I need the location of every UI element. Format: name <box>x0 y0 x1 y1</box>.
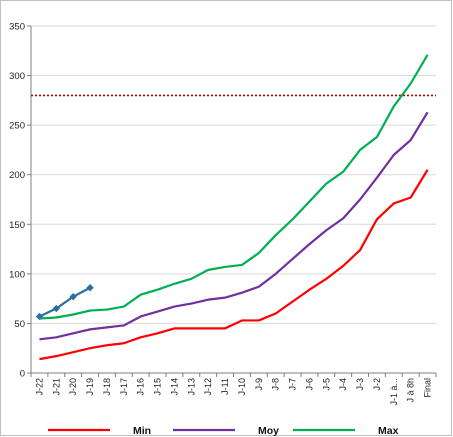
x-tick-label: J-20 <box>68 378 78 396</box>
legend-label-min: Min <box>133 425 151 437</box>
series-lines <box>35 54 429 361</box>
x-tick-label: J-22 <box>34 378 44 396</box>
x-tick-label: J à 8h <box>406 378 416 403</box>
partial-series-line <box>38 286 91 318</box>
x-tick-label: J-18 <box>102 378 112 396</box>
x-tick-label: J-15 <box>153 378 163 396</box>
x-tick-label: J-13 <box>186 378 196 396</box>
x-tick-label: J-21 <box>51 378 61 396</box>
x-tick-label: J-12 <box>203 378 213 396</box>
x-tick-label: Final <box>423 378 433 398</box>
x-tick-label: J-8 <box>271 378 281 391</box>
data-point-marker <box>35 312 44 321</box>
y-tick-label: 150 <box>9 220 25 231</box>
legend-label-moy: Moy <box>258 425 279 437</box>
y-tick-label: 50 <box>14 319 25 330</box>
data-point-marker <box>69 292 77 301</box>
legend: Min Moy Max <box>48 425 399 437</box>
moy-series-line <box>39 111 429 341</box>
y-axis: 0 50 100 150 200 250 300 350 <box>9 22 32 380</box>
x-tick-label: J-6 <box>304 378 314 391</box>
x-tick-label: J-1 à... <box>389 378 399 406</box>
y-tick-label: 250 <box>9 121 25 132</box>
y-tick-label: 100 <box>9 269 25 280</box>
x-tick-label: J-2 <box>372 378 382 391</box>
x-tick-label: J-4 <box>338 378 348 391</box>
y-tick-label: 300 <box>9 71 25 82</box>
x-tick-label: J-3 <box>355 378 365 391</box>
x-tick-label: J-19 <box>85 378 95 396</box>
y-tick-label: 350 <box>9 22 25 33</box>
x-tick-label: J-7 <box>288 378 298 391</box>
gridlines <box>31 25 436 374</box>
x-axis: J-22 J-21 J-20 J-19 J-18 J-17 J-16 J-15 J-14 J-13… <box>30 373 437 406</box>
max-series-line <box>39 54 429 320</box>
x-tick-label: J-14 <box>169 378 179 396</box>
x-tick-label: J-10 <box>237 378 247 396</box>
x-tick-label: J-11 <box>220 378 230 395</box>
min-series-line <box>39 169 429 361</box>
x-tick-label: J-9 <box>254 378 264 391</box>
x-tick-label: J-16 <box>136 378 146 396</box>
legend-label-max: Max <box>378 425 399 437</box>
data-point-marker <box>86 284 94 292</box>
y-tick-label: 200 <box>9 170 25 181</box>
x-tick-label: J-17 <box>119 378 129 396</box>
x-tick-label: J-5 <box>321 378 331 391</box>
y-tick-label: 0 <box>20 369 25 380</box>
